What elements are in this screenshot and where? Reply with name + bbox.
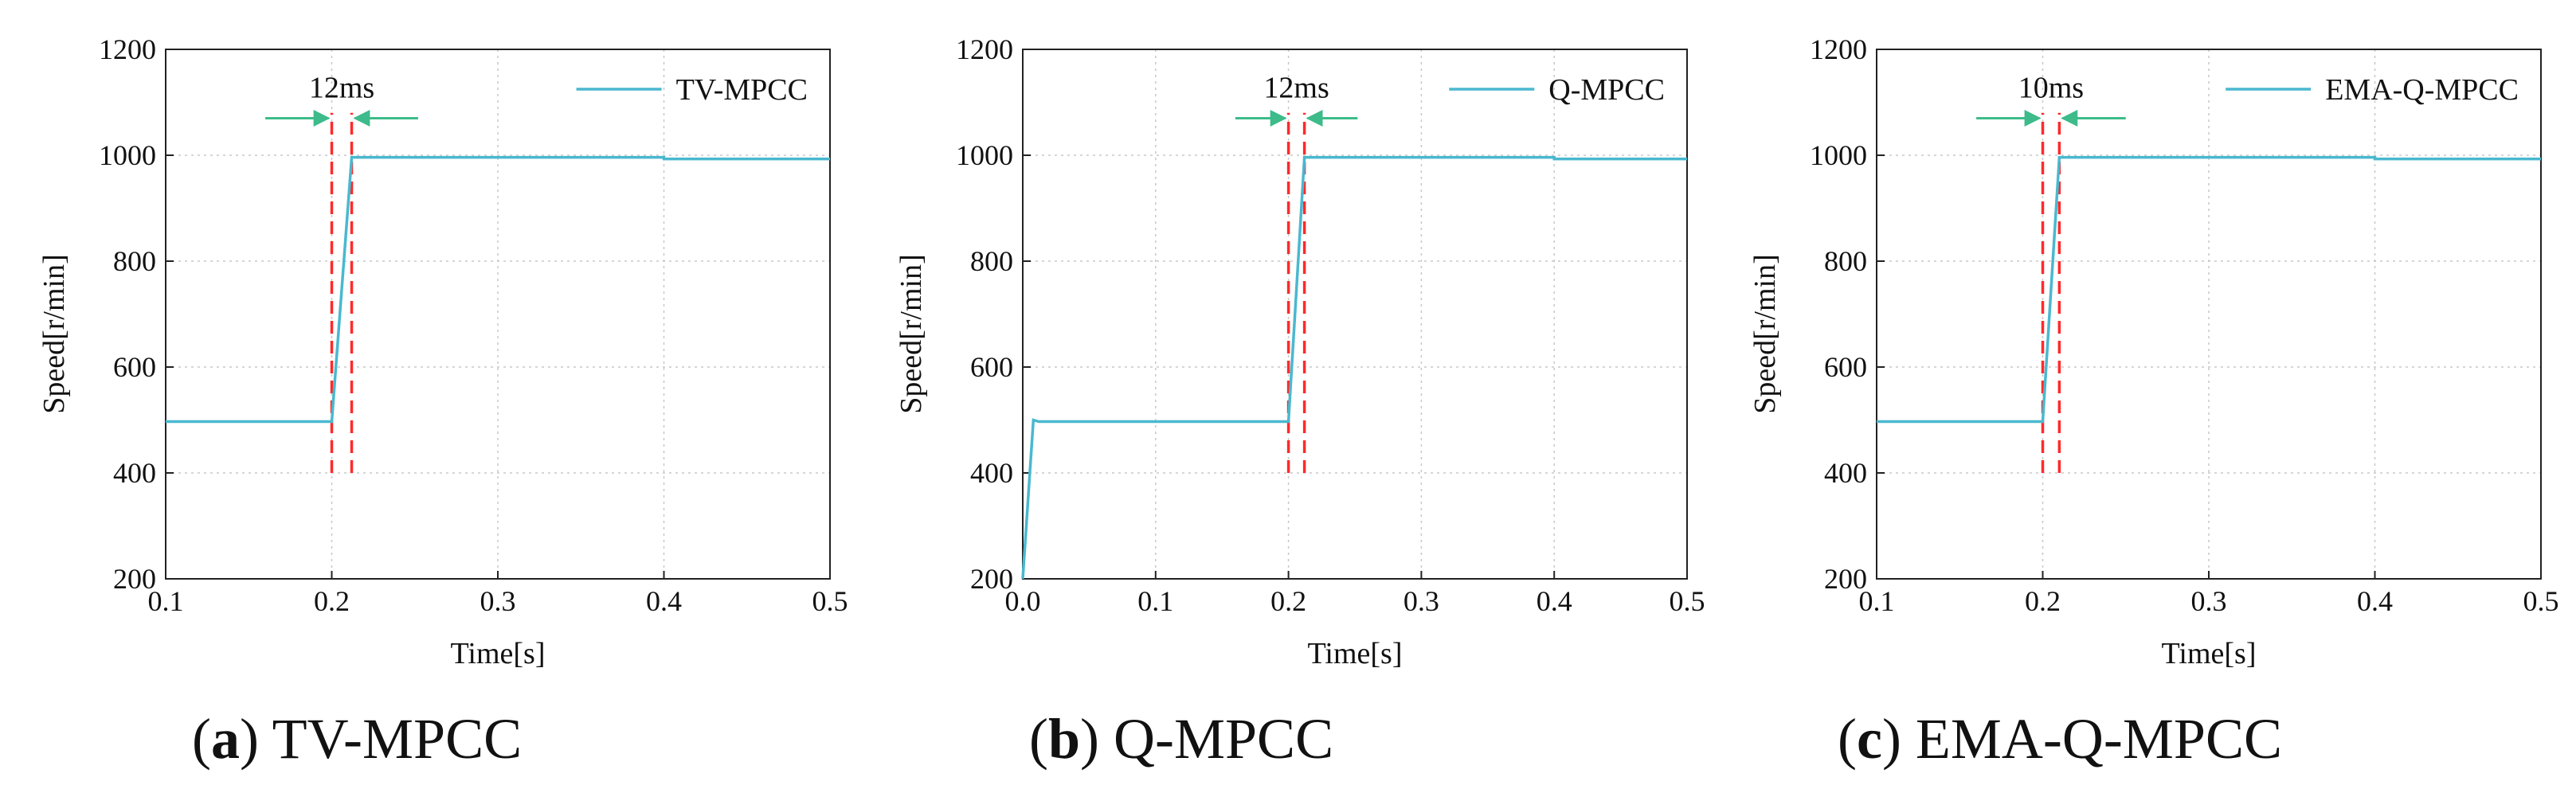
x-tick-label: 0.4 <box>1537 585 1572 617</box>
x-tick-label: 0.5 <box>2523 585 2559 617</box>
y-tick-label: 200 <box>113 563 156 595</box>
panel-caption: (c) EMA-Q-MPCC <box>1838 707 2282 771</box>
x-tick-label: 0.1 <box>1137 585 1173 617</box>
legend-label: EMA-Q-MPCC <box>2325 73 2519 107</box>
x-tick-label: 0.4 <box>2357 585 2393 617</box>
caption-text: ) TV-MPCC <box>240 707 522 771</box>
series-line <box>1877 155 2541 424</box>
y-tick-label: 400 <box>1824 457 1867 489</box>
y-axis-label: Speed[r/min] <box>1748 254 1782 414</box>
y-tick-label: 1000 <box>956 139 1013 171</box>
caption-letter: b <box>1048 707 1080 771</box>
x-tick-label: 0.5 <box>812 585 848 617</box>
y-tick-label: 1000 <box>1810 139 1867 171</box>
y-tick-label: 1200 <box>99 33 156 65</box>
x-tick-label: 0.2 <box>1270 585 1306 617</box>
response-time-label: 10ms <box>2018 71 2084 104</box>
y-axis-label: Speed[r/min] <box>895 254 928 414</box>
response-time-label: 12ms <box>1263 71 1329 104</box>
y-tick-label: 800 <box>1824 245 1867 277</box>
x-axis-label: Time[s] <box>451 637 546 670</box>
panel-caption: (b) Q-MPCC <box>1029 707 1333 771</box>
x-tick-label: 0.3 <box>1403 585 1439 617</box>
series-line <box>1021 155 1687 580</box>
x-tick-label: 0.1 <box>148 585 184 617</box>
x-tick-label: 0.3 <box>480 585 516 617</box>
legend-label: TV-MPCC <box>676 73 808 107</box>
plot-area-frame <box>1022 49 1688 580</box>
caption-letter: a <box>211 707 240 771</box>
x-axis-label: Time[s] <box>1308 637 1403 670</box>
x-tick-label: 0.2 <box>314 585 350 617</box>
y-tick-label: 600 <box>970 351 1013 383</box>
series-line <box>166 155 830 424</box>
x-axis-label: Time[s] <box>2162 637 2257 670</box>
y-tick-label: 1200 <box>956 33 1013 65</box>
x-tick-label: 0.1 <box>1859 585 1895 617</box>
plot-area-frame <box>165 49 831 580</box>
caption-paren-open: ( <box>192 707 211 771</box>
chart-panel-a: 0.1 0.2 0.3 0.4 0.5 200 400 600 800 1000 1200 Time[… <box>37 33 848 771</box>
chart-panel-b: 0.0 0.1 0.2 0.3 0.4 0.5 200 400 600 800 1000 1200 Ti… <box>895 33 1705 771</box>
y-tick-label: 200 <box>1824 563 1867 595</box>
response-time-label: 12ms <box>309 71 374 104</box>
x-tick-label: 0.5 <box>1670 585 1705 617</box>
y-tick-label: 1000 <box>99 139 156 171</box>
y-tick-label: 600 <box>113 351 156 383</box>
y-axis-label: Speed[r/min] <box>37 254 71 414</box>
plot-area-frame <box>1876 49 2542 580</box>
x-tick-label: 0.2 <box>2025 585 2061 617</box>
panel-caption: (a) TV-MPCC <box>192 707 522 771</box>
x-tick-label: 0.3 <box>2191 585 2227 617</box>
legend-label: Q-MPCC <box>1548 73 1665 107</box>
y-tick-label: 400 <box>970 457 1013 489</box>
x-tick-label: 0.0 <box>1005 585 1041 617</box>
y-tick-label: 800 <box>113 245 156 277</box>
caption-text: ) Q-MPCC <box>1080 707 1333 771</box>
x-tick-label: 0.4 <box>646 585 682 617</box>
caption-letter: c <box>1857 707 1882 771</box>
y-tick-label: 1200 <box>1810 33 1867 65</box>
caption-paren-open: ( <box>1838 707 1857 771</box>
y-tick-label: 200 <box>970 563 1013 595</box>
caption-paren-open: ( <box>1029 707 1048 771</box>
y-tick-label: 600 <box>1824 351 1867 383</box>
y-tick-label: 400 <box>113 457 156 489</box>
caption-text: ) EMA-Q-MPCC <box>1882 707 2282 771</box>
y-tick-label: 800 <box>970 245 1013 277</box>
chart-panel-c: 0.1 0.2 0.3 0.4 0.5 200 400 600 800 1000 1200 Time[… <box>1748 33 2559 771</box>
